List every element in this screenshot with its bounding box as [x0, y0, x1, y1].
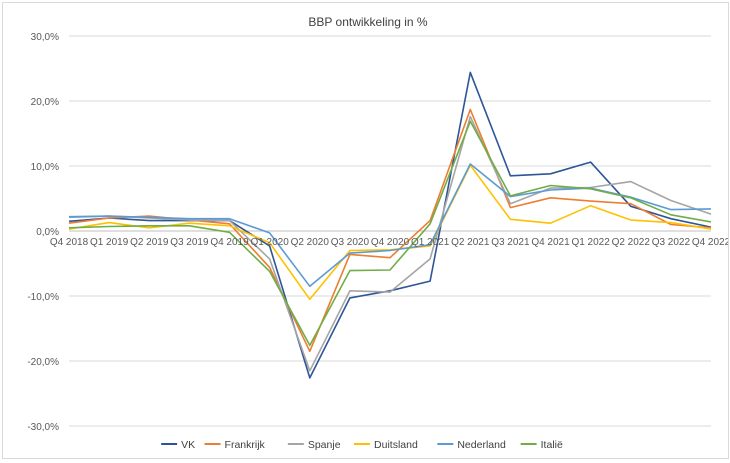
y-tick-label: 30,0% [31, 32, 59, 43]
legend-item: Spanje [287, 439, 341, 451]
x-tick-label: Q1 2022 [571, 237, 610, 248]
y-tick-label: 10,0% [31, 162, 59, 173]
chart-title: BBP ontwikkeling in % [308, 15, 428, 29]
x-tick-label: Q1 2020 [250, 237, 289, 248]
series-line-frankrijk [68, 108, 712, 353]
x-tick-label: Q3 2022 [652, 237, 691, 248]
series-line-spanje [68, 115, 712, 372]
x-tick-label: Q4 2019 [210, 237, 249, 248]
x-tick-label: Q3 2019 [170, 237, 209, 248]
legend-item: Duitsland [354, 439, 418, 451]
y-tick-label: -20,0% [27, 357, 59, 368]
series-line-italië [68, 120, 712, 347]
x-tick-label: Q2 2021 [451, 237, 490, 248]
x-tick-label: Q4 2022 [692, 237, 728, 248]
legend: VK Frankrijk Spanje Duitsland Nederland Itali… [161, 439, 563, 451]
line-chart: BBP ontwikkeling in % 30,0% 20,0% 10,0% 0,0… [27, 15, 730, 451]
series-line-duitsland [68, 164, 712, 301]
y-tick-label: 20,0% [31, 97, 59, 108]
x-tick-label: Q2 2020 [291, 237, 330, 248]
y-axis-ticks: 30,0% 20,0% 10,0% 0,0% -10,0% -20,0% -30,0% [27, 32, 59, 433]
x-axis-ticks: Q4 2018 Q1 2019 Q2 2019 Q3 2019 Q4 2019 Q1 20… [50, 237, 730, 248]
legend-label: Italië [541, 439, 563, 451]
x-tick-label: Q4 2020 [371, 237, 410, 248]
x-tick-label: Q4 2018 [50, 237, 89, 248]
x-tick-label: Q4 2021 [531, 237, 570, 248]
x-tick-label: Q1 2019 [90, 237, 129, 248]
y-tick-label: 0,0% [36, 227, 59, 238]
legend-item: Italië [520, 439, 563, 451]
legend-label: VK [181, 439, 195, 451]
x-tick-label: Q1 2021 [411, 237, 450, 248]
x-tick-label: Q2 2022 [612, 237, 651, 248]
legend-label: Duitsland [374, 439, 418, 451]
legend-label: Spanje [308, 439, 341, 451]
y-tick-label: -10,0% [27, 292, 59, 303]
grid [69, 35, 711, 427]
legend-item: Frankrijk [204, 439, 266, 451]
legend-item: VK [161, 439, 195, 451]
legend-item: Nederland [437, 439, 506, 451]
series-lines [68, 71, 712, 379]
series-line-vk [68, 71, 712, 379]
legend-label: Nederland [457, 439, 506, 451]
x-tick-label: Q3 2021 [491, 237, 530, 248]
legend-label: Frankrijk [225, 439, 266, 451]
y-tick-label: -30,0% [27, 422, 59, 433]
x-tick-label: Q3 2020 [331, 237, 370, 248]
x-tick-label: Q2 2019 [130, 237, 169, 248]
